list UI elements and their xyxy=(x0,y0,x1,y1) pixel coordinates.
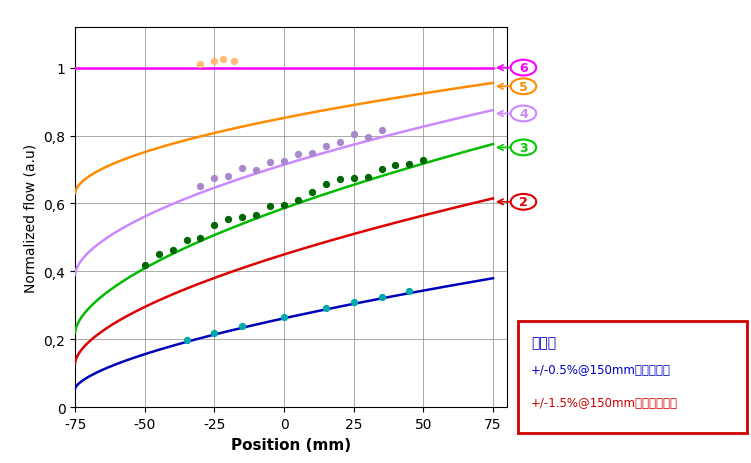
Point xyxy=(362,174,374,181)
Point xyxy=(376,127,388,135)
Text: +/-1.5%@150mm，无衬底旋转: +/-1.5%@150mm，无衬底旋转 xyxy=(531,396,678,409)
Point xyxy=(403,161,415,169)
Text: 5: 5 xyxy=(519,81,528,94)
Point xyxy=(333,176,345,183)
Text: 4: 4 xyxy=(519,108,528,121)
Point xyxy=(306,188,318,196)
Point xyxy=(237,165,249,172)
Point xyxy=(292,197,304,204)
Point xyxy=(403,288,415,295)
Point xyxy=(180,337,192,344)
Point xyxy=(139,262,151,269)
Point xyxy=(390,162,402,169)
Point xyxy=(292,150,304,158)
Point xyxy=(320,143,332,150)
Point xyxy=(152,251,164,258)
Point xyxy=(348,175,360,182)
Point xyxy=(362,134,374,142)
Point xyxy=(376,294,388,301)
Point xyxy=(306,150,318,157)
Y-axis label: Normalized flow (a.u): Normalized flow (a.u) xyxy=(24,143,38,292)
Point xyxy=(278,313,290,320)
Point xyxy=(250,212,262,219)
Point xyxy=(195,183,207,190)
Point xyxy=(222,173,234,180)
Point xyxy=(348,299,360,306)
Point xyxy=(195,234,207,242)
Point xyxy=(264,159,276,167)
Text: 2: 2 xyxy=(519,196,528,209)
Point xyxy=(237,214,249,221)
Point xyxy=(333,138,345,146)
Text: 6: 6 xyxy=(519,62,528,75)
Point xyxy=(320,181,332,188)
Point xyxy=(167,247,179,255)
Point xyxy=(208,175,220,182)
Point xyxy=(278,158,290,166)
Point xyxy=(237,323,249,330)
Point xyxy=(418,157,430,164)
Text: 3: 3 xyxy=(519,142,528,155)
Point xyxy=(217,56,229,64)
Point xyxy=(320,304,332,312)
X-axis label: Position (mm): Position (mm) xyxy=(231,437,351,451)
Text: 均匀性: 均匀性 xyxy=(531,336,556,350)
Point xyxy=(180,237,192,244)
Point xyxy=(222,216,234,223)
Point xyxy=(376,166,388,174)
Point xyxy=(228,58,240,65)
Point xyxy=(208,330,220,337)
Point xyxy=(264,203,276,211)
Point xyxy=(250,167,262,175)
Text: +/-0.5%@150mm，衬底旋转: +/-0.5%@150mm，衬底旋转 xyxy=(531,363,671,376)
Point xyxy=(208,58,220,65)
Point xyxy=(195,62,207,69)
Point xyxy=(278,202,290,209)
Point xyxy=(348,131,360,139)
Point xyxy=(208,222,220,229)
